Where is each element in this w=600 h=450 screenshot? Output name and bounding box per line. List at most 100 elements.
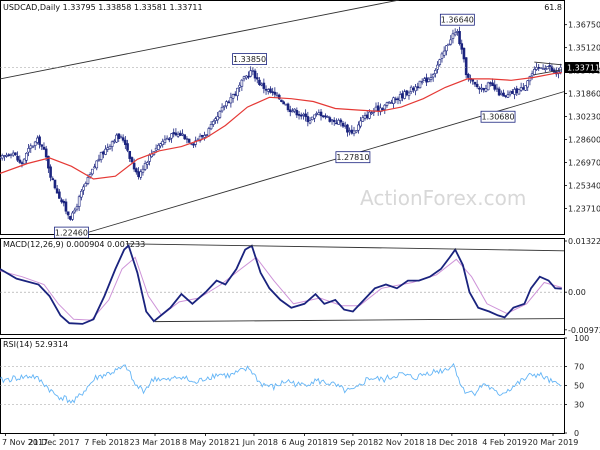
candle-body — [306, 116, 310, 122]
price-marks: 1.36640 1.33850 1.30680 1.27810 1.22460 — [0, 0, 565, 239]
candle-body — [269, 88, 272, 93]
candle-body — [222, 105, 226, 108]
candle-body — [143, 163, 147, 170]
candle-body — [264, 88, 268, 91]
trendline — [534, 69, 562, 76]
peak-trough-label: 1.30680 — [480, 110, 516, 123]
candle-body — [106, 147, 110, 150]
candle-body — [247, 75, 250, 78]
candle-body — [97, 158, 101, 161]
candle-body — [548, 65, 552, 67]
candle-body — [376, 105, 380, 112]
corner-label: 61.8 — [544, 3, 562, 12]
candle-body — [445, 45, 448, 52]
candle-body — [497, 88, 501, 96]
y-tick-label: 1.35120 — [568, 44, 600, 53]
candle-body — [462, 47, 466, 60]
candle-body — [319, 111, 323, 117]
candle-body — [135, 168, 138, 173]
candle-body — [179, 132, 182, 136]
candle-body — [0, 156, 2, 159]
candle-body — [258, 79, 261, 85]
candle-body — [242, 76, 246, 80]
candle-body — [126, 143, 129, 151]
candle-body — [335, 122, 338, 125]
candle-body — [146, 162, 149, 165]
candle-body — [148, 155, 151, 162]
candle-body — [456, 31, 459, 33]
y-tick-label: 1.30230 — [568, 113, 600, 122]
candle-body — [29, 145, 33, 149]
rsi-panel: RSI(14) 52.9314 100 70 50 30 0 — [0, 334, 589, 438]
candle-body — [139, 171, 143, 178]
label-text: 1.27810 — [336, 153, 369, 162]
candle-body — [350, 129, 354, 134]
peak-trough-label: 1.36640 — [439, 13, 475, 26]
candle-body — [394, 98, 398, 101]
candle-body — [544, 68, 547, 71]
candle-body — [64, 201, 68, 212]
candle-body — [225, 101, 228, 107]
candle-body — [227, 101, 230, 104]
candle-body — [86, 177, 90, 184]
candle-body — [62, 200, 66, 204]
candle-body — [69, 216, 72, 220]
candle-body — [475, 83, 479, 88]
candle-body — [284, 103, 288, 106]
candle-body — [530, 73, 534, 77]
candle-body — [537, 66, 541, 69]
candle-body — [517, 89, 521, 95]
candle-body — [286, 103, 290, 111]
candle-body — [218, 111, 222, 118]
candle-body — [9, 153, 13, 156]
candle-body — [0, 155, 4, 159]
rsi-line — [0, 362, 562, 404]
candle-body — [451, 33, 455, 39]
candle-body — [253, 70, 257, 79]
macd-y-axis: 0.013224 0.00 -0.009721 — [564, 237, 600, 335]
trendline — [534, 61, 562, 66]
candle-body — [161, 141, 165, 145]
candle-body — [299, 114, 303, 117]
candle-body — [383, 104, 387, 110]
candle-body — [506, 94, 510, 98]
candle-body — [522, 87, 525, 90]
candle-body — [73, 209, 77, 213]
candle-body — [108, 146, 112, 150]
candle-body — [172, 132, 176, 135]
candle-body — [181, 133, 184, 136]
peak-trough-label: 1.27810 — [335, 151, 371, 164]
candle-body — [436, 64, 439, 70]
candle-body — [115, 134, 118, 143]
candle-body — [238, 84, 241, 88]
candle-body — [550, 66, 554, 72]
candle-body — [308, 120, 312, 124]
candle-body — [185, 138, 189, 140]
macd-line — [0, 244, 562, 325]
candle-body — [110, 141, 114, 147]
price-panel-title: USDCAD,Daily 1.33795 1.33858 1.33581 1.3… — [3, 3, 203, 12]
watermark: ActionForex.com — [360, 186, 526, 210]
candle-body — [3, 155, 6, 157]
candle-body — [75, 206, 79, 210]
candle-body — [51, 178, 55, 181]
candle-body — [310, 116, 314, 120]
candle-body — [262, 82, 266, 89]
candle-body — [297, 113, 301, 116]
candle-body — [484, 88, 488, 92]
candle-body — [240, 79, 244, 87]
rsi-y-axis: 100 70 50 30 0 — [564, 334, 589, 438]
label-text: 1.36640 — [441, 16, 474, 25]
candle-body — [192, 143, 195, 146]
peak-trough-label: 1.22460 — [54, 226, 89, 239]
candle-body — [205, 134, 208, 136]
candle-body — [260, 83, 263, 86]
y-tick-label: 0 — [574, 429, 579, 438]
moving-average-line — [0, 72, 562, 180]
candle-body — [128, 151, 132, 159]
label-text: 1.22460 — [55, 229, 88, 238]
candle-body — [277, 94, 281, 100]
candle-body — [423, 78, 426, 82]
trendline — [0, 0, 400, 80]
